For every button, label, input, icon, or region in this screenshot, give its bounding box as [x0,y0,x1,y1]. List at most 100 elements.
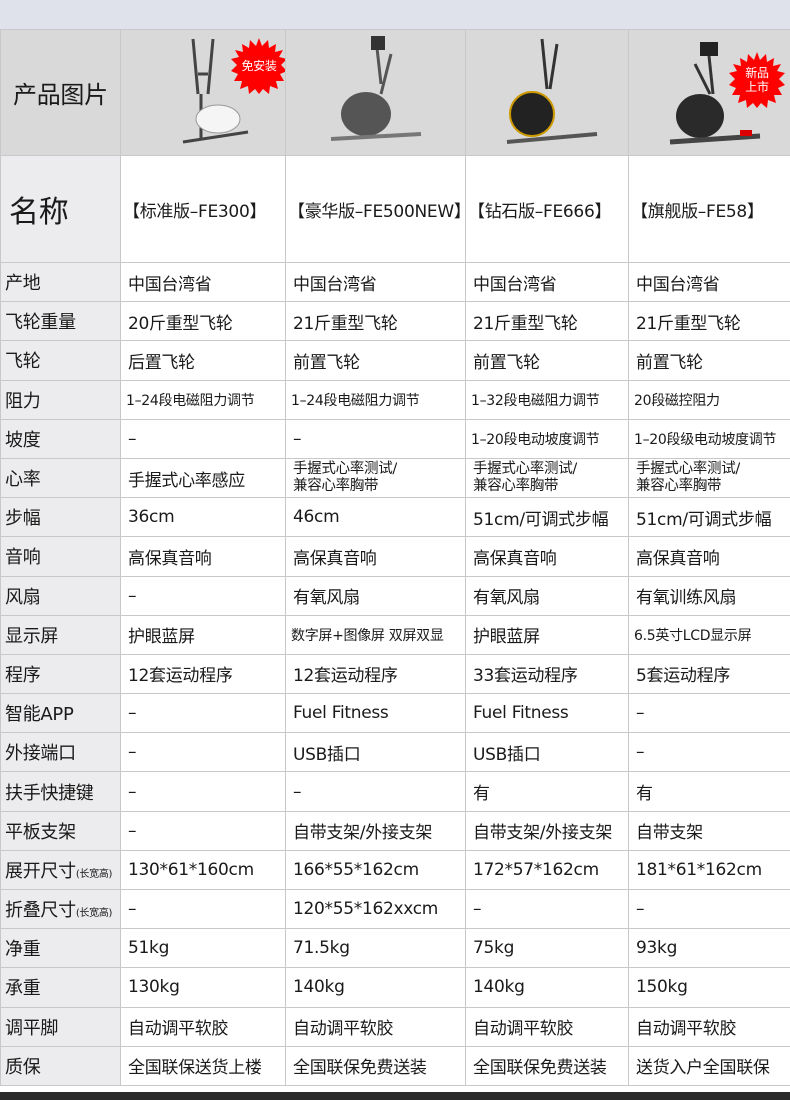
spec-row: 净重 51kg 71.5kg 75kg 93kg [0,928,790,969]
spec-value: 6.5英寸LCD显示屏 [628,614,790,655]
spec-value-line1: 手握式心率测试/ [473,461,577,478]
spec-row: 阻力 1–24段电磁阻力调节 1–24段电磁阻力调节 1–32段电磁阻力调节 20段磁控… [0,379,790,420]
spec-label: 外接端口 [0,732,121,773]
spec-value: 46cm [285,497,466,538]
spec-value: 166*55*162cm [285,849,466,891]
product-name-2: 【豪华版–FE500NEW】 [285,155,466,263]
spec-value: 中国台湾省 [285,261,466,303]
spec-value: – [285,418,466,459]
spec-label-text: 智能APP [5,704,74,726]
spec-value: – [120,693,286,734]
spec-label-text: 阻力 [5,390,41,412]
spec-label: 显示屏 [0,614,121,655]
spec-label-text: 飞轮重量 [5,312,76,334]
spec-label: 产地 [0,261,121,303]
spec-value-line1: 手握式心率测试/ [293,461,397,478]
spec-value: 71.5kg [285,928,466,969]
spec-value: 20段磁控阻力 [628,379,790,420]
spec-value-line2: 兼容心率胸带 [293,478,379,495]
spec-row: 调平脚 自动调平软胶 自动调平软胶 自动调平软胶 自动调平软胶 [0,1006,790,1047]
spec-label: 音响 [0,536,121,577]
free-install-badge: 免安装 [231,38,285,94]
spec-value: 51kg [120,928,286,969]
spec-value: 全国联保免费送装 [465,1045,629,1086]
spec-row: 外接端口 – USB插口 USB插口 – [0,732,790,773]
spec-value: 130kg [120,967,286,1008]
spec-value: 高保真音响 [120,536,286,577]
spec-value: – [465,888,629,930]
spec-value: 自动调平软胶 [628,1006,790,1047]
spec-value: 36cm [120,497,286,538]
spec-value: 21斤重型飞轮 [465,301,629,342]
spec-value: 手握式心率感应 [120,457,286,499]
spec-value: 自动调平软胶 [285,1006,466,1047]
spec-label: 心率 [0,457,121,499]
spec-value: 自动调平软胶 [465,1006,629,1047]
spec-value: 51cm/可调式步幅 [465,497,629,538]
spec-row: 折叠尺寸(长宽高) –120*55*162xxcm – – [0,888,790,930]
spec-label: 折叠尺寸(长宽高) [0,888,121,930]
spec-value: 护眼蓝屏 [120,614,286,655]
spec-label: 坡度 [0,418,121,459]
spec-value: 高保真音响 [628,536,790,577]
spec-value: 自动调平软胶 [120,1006,286,1047]
spec-value: 75kg [465,928,629,969]
spec-label: 步幅 [0,497,121,538]
spec-row: 程序 12套运动程序 12套运动程序 33套运动程序 5套运动程序 [0,653,790,695]
spec-value: 有氧风扇 [285,575,466,616]
spec-value: USB插口 [285,732,466,773]
spec-value: 1–20段级电动坡度调节 [628,418,790,459]
spec-value: – [628,888,790,930]
spec-label-text: 坡度 [5,429,41,451]
spec-label: 程序 [0,653,121,695]
spec-row: 坡度 – –1–20段电动坡度调节 1–20段级电动坡度调节 [0,418,790,459]
spec-value: 有氧训练风扇 [628,575,790,616]
spec-label-text: 展开尺寸 [5,860,76,882]
spec-label-text: 折叠尺寸 [5,900,76,922]
spec-label-text: 心率 [5,469,41,491]
spec-label: 飞轮 [0,340,121,381]
spec-label: 调平脚 [0,1006,121,1047]
name-row-label: 名称 [0,155,121,263]
spec-row: 音响 高保真音响 高保真音响 高保真音响 高保真音响 [0,536,790,577]
spec-row: 步幅 36cm 46cm 51cm/可调式步幅 51cm/可调式步幅 [0,497,790,538]
product-name-4: 【旗舰版–FE58】 [628,155,790,263]
spec-row: 产地 中国台湾省 中国台湾省 中国台湾省 中国台湾省 [0,261,790,303]
spec-label: 扶手快捷键 [0,771,121,812]
spec-label: 风扇 [0,575,121,616]
spec-value: 1–20段电动坡度调节 [465,418,629,459]
spec-label-text: 风扇 [5,586,41,608]
spec-value: 140kg [285,967,466,1008]
spec-value: 150kg [628,967,790,1008]
spec-value: 140kg [465,967,629,1008]
product-image-2 [285,29,466,156]
spec-value: 前置飞轮 [465,340,629,381]
spec-row: 风扇 – 有氧风扇 有氧风扇 有氧训练风扇 [0,575,790,616]
spec-label-text: 承重 [5,978,41,1000]
spec-value: 中国台湾省 [120,261,286,303]
spec-value: – [120,732,286,773]
spec-label-text: 调平脚 [5,1017,59,1039]
spec-label-text: 平板支架 [5,821,76,843]
comparison-table: 产品图片 免安装 新品 上市 名称 【标准版–FE300】 【豪华版–FE500N… [0,29,790,1086]
spec-value: 护眼蓝屏 [465,614,629,655]
spec-value: 181*61*162cm [628,849,790,891]
top-band [0,0,790,29]
unit-note: (长宽高) [75,868,113,880]
spec-label-text: 音响 [5,547,41,569]
spec-label: 平板支架 [0,810,121,851]
spec-value: 送货入户全国联保 [628,1045,790,1086]
spec-value: 后置飞轮 [120,340,286,381]
spec-value: 51cm/可调式步幅 [628,497,790,538]
spec-value: 93kg [628,928,790,969]
spec-label-text: 程序 [5,664,41,686]
spec-row: 飞轮 后置飞轮 前置飞轮 前置飞轮 前置飞轮 [0,340,790,381]
new-product-badge: 新品 上市 [729,52,785,108]
spec-value: 21斤重型飞轮 [285,301,466,342]
spec-label: 质保 [0,1045,121,1086]
spec-value: 有氧风扇 [465,575,629,616]
product-image-4: 新品 上市 [628,29,790,156]
spec-value: 手握式心率测试/兼容心率胸带 [285,457,466,499]
spec-value: 全国联保送货上楼 [120,1045,286,1086]
spec-value: Fuel Fitness [285,693,466,734]
